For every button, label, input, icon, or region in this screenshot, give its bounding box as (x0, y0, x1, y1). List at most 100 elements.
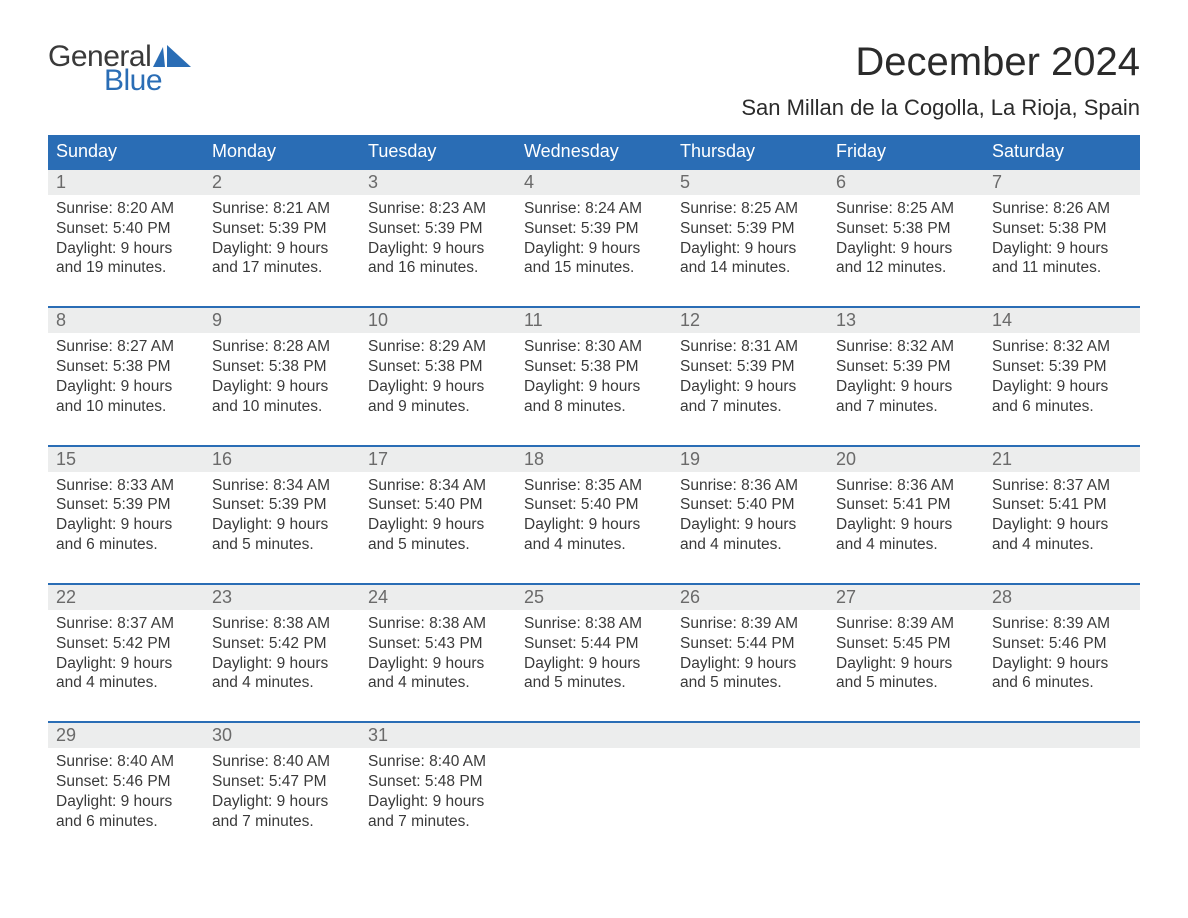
daylight-text: Daylight: 9 hours (992, 515, 1132, 535)
sunset-text: Sunset: 5:39 PM (992, 357, 1132, 377)
daylight-text: Daylight: 9 hours (992, 654, 1132, 674)
daylight-text: Daylight: 9 hours (212, 792, 352, 812)
day-cell: Sunrise: 8:28 AMSunset: 5:38 PMDaylight:… (204, 333, 360, 426)
day-number: 2 (204, 170, 360, 195)
sunset-text: Sunset: 5:38 PM (368, 357, 508, 377)
sunrise-text: Sunrise: 8:35 AM (524, 476, 664, 496)
daylight-text-2: and 7 minutes. (368, 812, 508, 832)
daylight-text: Daylight: 9 hours (836, 654, 976, 674)
week-row: 891011121314Sunrise: 8:27 AMSunset: 5:38… (48, 306, 1140, 426)
sunset-text: Sunset: 5:39 PM (680, 357, 820, 377)
day-number: 29 (48, 723, 204, 748)
daylight-text: Daylight: 9 hours (368, 654, 508, 674)
daylight-text-2: and 7 minutes. (212, 812, 352, 832)
daylight-text: Daylight: 9 hours (56, 792, 196, 812)
sunset-text: Sunset: 5:39 PM (524, 219, 664, 239)
week-row: 1234567Sunrise: 8:20 AMSunset: 5:40 PMDa… (48, 168, 1140, 288)
day-number: 6 (828, 170, 984, 195)
day-cell: Sunrise: 8:31 AMSunset: 5:39 PMDaylight:… (672, 333, 828, 426)
daylight-text: Daylight: 9 hours (368, 515, 508, 535)
daylight-text: Daylight: 9 hours (836, 377, 976, 397)
day-header: Wednesday (516, 135, 672, 168)
daylight-text-2: and 5 minutes. (212, 535, 352, 555)
day-cell: Sunrise: 8:21 AMSunset: 5:39 PMDaylight:… (204, 195, 360, 288)
day-number: 22 (48, 585, 204, 610)
daylight-text-2: and 6 minutes. (56, 535, 196, 555)
day-cell: Sunrise: 8:37 AMSunset: 5:42 PMDaylight:… (48, 610, 204, 703)
title-block: December 2024 San Millan de la Cogolla, … (741, 40, 1140, 121)
daylight-text: Daylight: 9 hours (680, 377, 820, 397)
day-number: 11 (516, 308, 672, 333)
day-cell (672, 748, 828, 841)
day-cell: Sunrise: 8:39 AMSunset: 5:44 PMDaylight:… (672, 610, 828, 703)
sunset-text: Sunset: 5:40 PM (524, 495, 664, 515)
sunset-text: Sunset: 5:38 PM (212, 357, 352, 377)
daylight-text: Daylight: 9 hours (368, 377, 508, 397)
day-number: 12 (672, 308, 828, 333)
sunset-text: Sunset: 5:38 PM (524, 357, 664, 377)
day-cell: Sunrise: 8:39 AMSunset: 5:45 PMDaylight:… (828, 610, 984, 703)
daylight-text-2: and 8 minutes. (524, 397, 664, 417)
sunrise-text: Sunrise: 8:38 AM (368, 614, 508, 634)
day-cell: Sunrise: 8:25 AMSunset: 5:39 PMDaylight:… (672, 195, 828, 288)
day-number: 16 (204, 447, 360, 472)
sunset-text: Sunset: 5:40 PM (368, 495, 508, 515)
day-number: 17 (360, 447, 516, 472)
sunset-text: Sunset: 5:40 PM (56, 219, 196, 239)
daylight-text-2: and 4 minutes. (836, 535, 976, 555)
logo: General Blue (48, 40, 193, 98)
daylight-text: Daylight: 9 hours (368, 792, 508, 812)
day-number: 28 (984, 585, 1140, 610)
day-header: Thursday (672, 135, 828, 168)
day-number: 30 (204, 723, 360, 748)
day-cell: Sunrise: 8:32 AMSunset: 5:39 PMDaylight:… (828, 333, 984, 426)
day-cell: Sunrise: 8:36 AMSunset: 5:41 PMDaylight:… (828, 472, 984, 565)
sunrise-text: Sunrise: 8:21 AM (212, 199, 352, 219)
sunset-text: Sunset: 5:38 PM (836, 219, 976, 239)
sunrise-text: Sunrise: 8:39 AM (992, 614, 1132, 634)
logo-word2: Blue (104, 64, 162, 98)
sunrise-text: Sunrise: 8:31 AM (680, 337, 820, 357)
daylight-text-2: and 5 minutes. (836, 673, 976, 693)
page-header: General Blue December 2024 San Millan de… (48, 40, 1140, 121)
day-number-row: 15161718192021 (48, 447, 1140, 472)
daylight-text: Daylight: 9 hours (680, 654, 820, 674)
daylight-text-2: and 16 minutes. (368, 258, 508, 278)
day-number: 24 (360, 585, 516, 610)
day-cell: Sunrise: 8:34 AMSunset: 5:39 PMDaylight:… (204, 472, 360, 565)
day-number: 13 (828, 308, 984, 333)
day-number: 7 (984, 170, 1140, 195)
daylight-text: Daylight: 9 hours (56, 239, 196, 259)
sunrise-text: Sunrise: 8:30 AM (524, 337, 664, 357)
daylight-text-2: and 11 minutes. (992, 258, 1132, 278)
daylight-text-2: and 6 minutes. (992, 397, 1132, 417)
day-cell: Sunrise: 8:38 AMSunset: 5:44 PMDaylight:… (516, 610, 672, 703)
day-number: 4 (516, 170, 672, 195)
week-row: 293031Sunrise: 8:40 AMSunset: 5:46 PMDay… (48, 721, 1140, 841)
sunset-text: Sunset: 5:42 PM (212, 634, 352, 654)
daylight-text: Daylight: 9 hours (992, 239, 1132, 259)
sunrise-text: Sunrise: 8:37 AM (56, 614, 196, 634)
daylight-text-2: and 6 minutes. (56, 812, 196, 832)
day-number: 25 (516, 585, 672, 610)
day-cell: Sunrise: 8:40 AMSunset: 5:48 PMDaylight:… (360, 748, 516, 841)
day-number: 10 (360, 308, 516, 333)
day-cell: Sunrise: 8:24 AMSunset: 5:39 PMDaylight:… (516, 195, 672, 288)
day-number: 1 (48, 170, 204, 195)
sunrise-text: Sunrise: 8:27 AM (56, 337, 196, 357)
daylight-text: Daylight: 9 hours (524, 654, 664, 674)
daylight-text-2: and 7 minutes. (836, 397, 976, 417)
day-number: 9 (204, 308, 360, 333)
day-cell: Sunrise: 8:35 AMSunset: 5:40 PMDaylight:… (516, 472, 672, 565)
sunrise-text: Sunrise: 8:26 AM (992, 199, 1132, 219)
sunset-text: Sunset: 5:39 PM (836, 357, 976, 377)
day-cell (984, 748, 1140, 841)
daylight-text-2: and 5 minutes. (524, 673, 664, 693)
day-header: Saturday (984, 135, 1140, 168)
daylight-text-2: and 14 minutes. (680, 258, 820, 278)
day-header: Sunday (48, 135, 204, 168)
day-number: 5 (672, 170, 828, 195)
sunset-text: Sunset: 5:48 PM (368, 772, 508, 792)
day-header: Monday (204, 135, 360, 168)
week-row: 22232425262728Sunrise: 8:37 AMSunset: 5:… (48, 583, 1140, 703)
